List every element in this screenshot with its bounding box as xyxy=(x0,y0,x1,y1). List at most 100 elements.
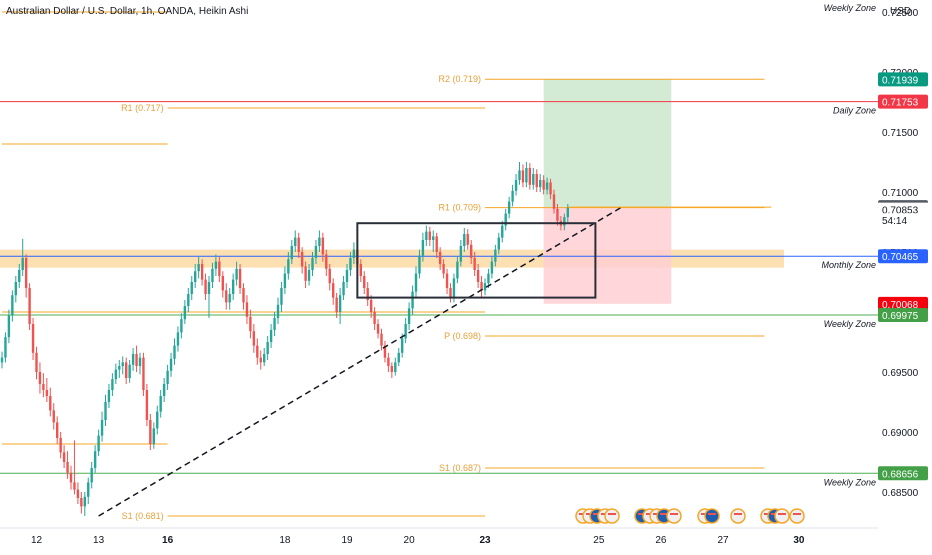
candle-body xyxy=(190,282,193,294)
candle-body xyxy=(307,270,311,281)
pivot-levels-layer: R2 (0.719)R1 (0.717)R1 (0.709)P (0.7)P (… xyxy=(2,11,765,521)
ascending-trendline[interactable] xyxy=(98,205,624,517)
event-icons-layer xyxy=(575,508,805,524)
price-tag-label: 0.71753 xyxy=(882,98,919,109)
event-flag-icon[interactable] xyxy=(730,508,746,524)
event-flag-icon[interactable] xyxy=(789,508,805,524)
candle-body xyxy=(387,357,390,366)
time-axis[interactable]: 12 13 16 18 19 20 23 25 26 27 30 xyxy=(0,527,878,550)
candle-body xyxy=(376,324,380,334)
candle-body xyxy=(418,255,421,274)
price-axis-tick: 0.72500 xyxy=(882,8,919,19)
event-flag-stripe-icon xyxy=(708,513,716,515)
candle-body xyxy=(135,354,138,366)
candle-body xyxy=(311,258,314,270)
event-flag-stripe-icon xyxy=(660,513,668,515)
candle-body xyxy=(528,168,532,185)
price-tag xyxy=(878,308,928,322)
candle-body xyxy=(87,482,90,497)
zone-label: Weekly Zone xyxy=(824,319,876,329)
background-layer xyxy=(0,79,784,304)
candle-body xyxy=(359,264,362,276)
candle-body xyxy=(266,342,269,354)
time-axis-background xyxy=(0,528,878,550)
candle-body xyxy=(235,268,238,280)
event-flag-icon[interactable] xyxy=(666,508,682,524)
candle-body xyxy=(76,489,80,498)
candle-body xyxy=(335,297,338,312)
candle-body xyxy=(487,273,490,284)
candle-body xyxy=(494,249,497,262)
zone-label: Weekly Zone xyxy=(824,3,876,13)
time-axis-tick: 25 xyxy=(593,535,605,546)
candle-body xyxy=(438,252,442,264)
event-flag-icon[interactable] xyxy=(774,508,790,524)
candle-body xyxy=(138,357,142,366)
price-axis[interactable]: 0.725000.720000.715000.710000.705000.700… xyxy=(878,0,932,550)
pivot-level-label: S1 (0.687) xyxy=(439,463,481,473)
event-flag-stripe-icon xyxy=(778,513,786,515)
consolidation-box[interactable] xyxy=(356,222,597,299)
candle-body xyxy=(125,362,128,378)
event-flag-stripe-icon xyxy=(793,513,801,515)
pivot-level-label: R1 (0.717) xyxy=(121,103,164,113)
candle-body xyxy=(159,396,162,412)
event-flag-stripe-icon xyxy=(638,513,646,515)
price-tag-mask xyxy=(878,202,928,217)
candle-body xyxy=(45,390,49,396)
stop-loss-area[interactable] xyxy=(543,207,672,304)
candle-body xyxy=(194,271,197,282)
candle-body xyxy=(111,379,114,390)
candle-body xyxy=(345,270,349,282)
chart-title: Australian Dollar / U.S. Dollar, 1h, OAN… xyxy=(6,6,248,17)
candle-body xyxy=(49,396,52,411)
candle-body xyxy=(56,422,59,438)
profit-target-area[interactable] xyxy=(543,79,672,208)
candle-body xyxy=(0,357,4,363)
candle-body xyxy=(304,266,307,281)
candle-body xyxy=(397,352,400,363)
candle-body xyxy=(200,264,204,280)
candle-body xyxy=(459,246,463,262)
candle-body xyxy=(156,411,159,429)
candle-body xyxy=(449,288,452,298)
candle-body xyxy=(38,372,42,384)
candle-body xyxy=(14,282,17,296)
candle-body xyxy=(414,273,418,292)
candle-body xyxy=(428,231,431,240)
time-axis-tick: 27 xyxy=(717,535,729,546)
candle-body xyxy=(145,390,149,420)
currency-label[interactable]: USD xyxy=(890,6,911,17)
candle-body xyxy=(514,180,518,191)
candle-body xyxy=(218,261,221,276)
event-flag-icon[interactable] xyxy=(604,508,620,524)
candle-body xyxy=(470,244,473,258)
candle-body xyxy=(249,316,252,332)
candle-body xyxy=(245,302,249,317)
candle-body xyxy=(401,338,404,353)
event-flag-icon[interactable] xyxy=(704,508,720,524)
candle-body xyxy=(501,225,504,238)
candle-body xyxy=(42,384,45,390)
price-tag-label: 0.68656 xyxy=(882,469,919,480)
candle-body xyxy=(211,268,214,282)
candle-body xyxy=(556,208,559,221)
candle-body xyxy=(80,498,83,507)
pivot-level-label: P (0.698) xyxy=(444,331,481,341)
candle-body xyxy=(325,254,328,269)
candle-body xyxy=(507,201,511,214)
candle-body xyxy=(539,180,542,188)
candle-body xyxy=(62,452,66,462)
candle-body xyxy=(242,288,245,303)
time-axis-tick: 18 xyxy=(279,535,291,546)
candle-body xyxy=(480,282,483,291)
price-tag xyxy=(878,249,928,264)
candle-body xyxy=(4,337,7,358)
candle-body xyxy=(483,283,487,291)
price-axis-tick: 0.71000 xyxy=(882,188,919,199)
candle-body xyxy=(228,294,231,303)
pivot-level-label: S1 (0.681) xyxy=(122,511,164,521)
candle-body xyxy=(552,194,556,209)
